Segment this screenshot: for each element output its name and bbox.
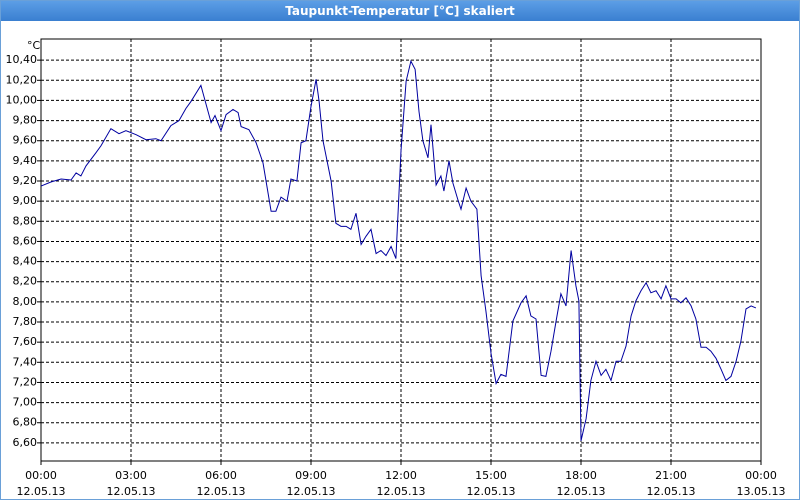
x-tick-label: 21:00: [655, 469, 687, 482]
y-tick-label: 9,40: [13, 154, 38, 167]
x-tick-label: 00:00: [25, 469, 57, 482]
y-tick-label: 7,60: [13, 335, 38, 348]
x-tick-date: 12.05.13: [647, 485, 696, 498]
y-tick-label: 9,00: [13, 194, 38, 207]
y-tick-label: 7,80: [13, 315, 38, 328]
y-tick-label: 9,80: [13, 114, 38, 127]
y-tick-label: 8,40: [13, 255, 38, 268]
y-tick-label: 10,40: [6, 53, 38, 66]
x-tick-label: 15:00: [475, 469, 507, 482]
line-series: [40, 59, 757, 441]
x-tick-date: 12.05.13: [377, 485, 426, 498]
x-tick-date: 12.05.13: [17, 485, 66, 498]
x-tick-date: 13.05.13: [737, 485, 786, 498]
y-tick-label: 10,00: [6, 93, 38, 106]
y-tick-label: 7,00: [13, 396, 38, 409]
x-tick-date: 12.05.13: [467, 485, 516, 498]
y-tick-label: 6,60: [13, 436, 38, 449]
x-tick-label: 12:00: [385, 469, 417, 482]
y-tick-label: 8,60: [13, 234, 38, 247]
x-tick-date: 12.05.13: [197, 485, 246, 498]
x-tick-date: 12.05.13: [107, 485, 156, 498]
y-tick-label: 10,20: [6, 73, 38, 86]
x-tick-label: 18:00: [565, 469, 597, 482]
x-tick-date: 12.05.13: [557, 485, 606, 498]
x-tick-label: 06:00: [205, 469, 237, 482]
y-tick-label: 9,20: [13, 174, 38, 187]
x-tick-date: 12.05.13: [287, 485, 336, 498]
y-unit: °C: [27, 39, 41, 52]
y-tick-label: 8,80: [13, 214, 38, 227]
y-tick-label: 8,00: [13, 295, 38, 308]
x-tick-label: 03:00: [115, 469, 147, 482]
y-tick-label: 8,20: [13, 275, 38, 288]
y-tick-label: 6,80: [13, 416, 38, 429]
plot-frame: [40, 38, 762, 462]
title-bar: Taupunkt-Temperatur [°C] skaliert: [1, 1, 799, 21]
y-tick-label: 7,40: [13, 355, 38, 368]
x-tick-label: 00:00: [745, 469, 777, 482]
y-tick-label: 7,20: [13, 375, 38, 388]
x-tick-label: 09:00: [295, 469, 327, 482]
y-tick-label: 9,60: [13, 134, 38, 147]
